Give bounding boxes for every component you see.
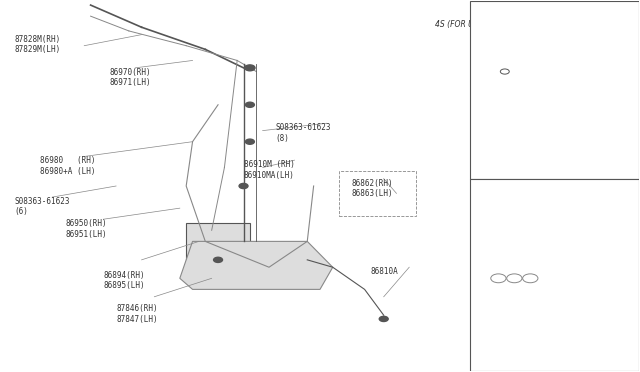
Circle shape — [214, 257, 223, 262]
Bar — [339, 171, 415, 215]
Text: 86879: 86879 — [486, 256, 509, 265]
Text: S08363-61623
(8): S08363-61623 (8) — [275, 123, 331, 142]
Polygon shape — [180, 241, 333, 289]
Circle shape — [246, 139, 254, 144]
Text: 87828M(RH)
87829M(LH): 87828M(RH) 87829M(LH) — [14, 35, 60, 54]
Text: 86810A: 86810A — [371, 267, 399, 276]
Text: 86950(RH)
86951(LH): 86950(RH) 86951(LH) — [65, 219, 107, 238]
Bar — [186, 223, 250, 260]
Text: S08363-61623
(6): S08363-61623 (6) — [14, 197, 70, 217]
Circle shape — [239, 183, 248, 189]
Text: ^868*0094: ^868*0094 — [591, 361, 632, 367]
Circle shape — [380, 316, 388, 321]
Text: 87850A: 87850A — [505, 271, 532, 280]
Text: 86894(RH)
86895(LH): 86894(RH) 86895(LH) — [103, 271, 145, 290]
Text: 86980   (RH)
86980+A (LH): 86980 (RH) 86980+A (LH) — [40, 157, 95, 176]
Text: 86862(RH)
86863(LH): 86862(RH) 86863(LH) — [352, 179, 394, 198]
Bar — [470, 1, 639, 179]
Text: 86999: 86999 — [486, 164, 509, 173]
Text: 4S (FOR US): 4S (FOR US) — [435, 20, 481, 29]
Text: 86910M (RH)
86910MA(LH): 86910M (RH) 86910MA(LH) — [244, 160, 294, 180]
Text: 86970(RH)
86971(LH): 86970(RH) 86971(LH) — [109, 68, 151, 87]
Circle shape — [245, 65, 255, 71]
Bar — [470, 179, 639, 371]
Text: 87846(RH)
87847(LH): 87846(RH) 87847(LH) — [116, 304, 157, 324]
Circle shape — [246, 102, 254, 108]
